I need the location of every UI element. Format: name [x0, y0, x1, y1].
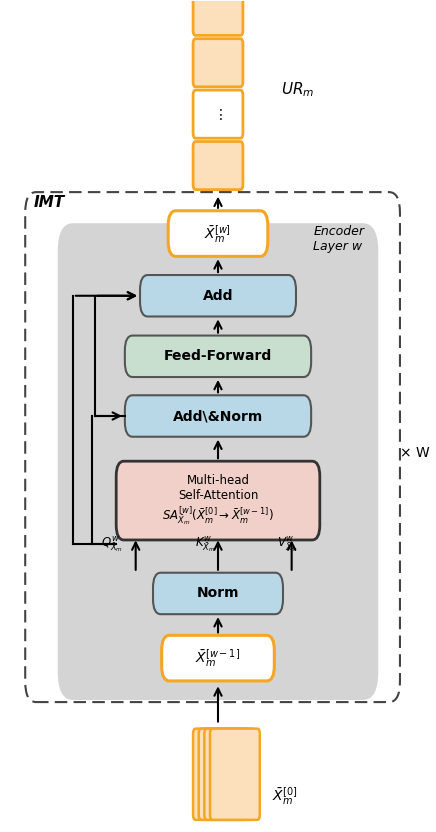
- FancyBboxPatch shape: [153, 572, 283, 614]
- FancyBboxPatch shape: [116, 461, 320, 540]
- Text: $UR_m$: $UR_m$: [281, 81, 314, 100]
- FancyBboxPatch shape: [125, 395, 311, 437]
- Text: Add\&Norm: Add\&Norm: [173, 409, 263, 423]
- FancyBboxPatch shape: [162, 636, 274, 681]
- Text: $\vdots$: $\vdots$: [213, 106, 223, 121]
- FancyBboxPatch shape: [168, 210, 268, 256]
- Text: $Q_{\bar{X}_m}^{w}$: $Q_{\bar{X}_m}^{w}$: [101, 534, 123, 555]
- FancyBboxPatch shape: [140, 275, 296, 316]
- FancyBboxPatch shape: [58, 223, 378, 700]
- FancyBboxPatch shape: [210, 729, 260, 820]
- FancyBboxPatch shape: [193, 141, 243, 190]
- FancyBboxPatch shape: [204, 729, 254, 820]
- FancyBboxPatch shape: [193, 729, 243, 820]
- FancyBboxPatch shape: [125, 335, 311, 377]
- Text: $\bar{X}_m^{[0]}$: $\bar{X}_m^{[0]}$: [272, 785, 297, 807]
- Text: × W: × W: [400, 446, 430, 460]
- FancyBboxPatch shape: [199, 729, 249, 820]
- Text: $\bar{X}_m^{[w-1]}$: $\bar{X}_m^{[w-1]}$: [195, 647, 241, 669]
- Text: Multi-head
Self-Attention
$SA_{\bar{X}_m}^{[w]}(\bar{X}_m^{[0]}\rightarrow\bar{X: Multi-head Self-Attention $SA_{\bar{X}_m…: [162, 473, 274, 527]
- FancyBboxPatch shape: [193, 0, 243, 36]
- Text: $V_{\bar{X}_m}^{w}$: $V_{\bar{X}_m}^{w}$: [277, 534, 298, 555]
- Text: Norm: Norm: [197, 587, 239, 601]
- Text: $K_{\bar{X}_m}^{w}$: $K_{\bar{X}_m}^{w}$: [195, 534, 215, 555]
- Text: IMT: IMT: [34, 196, 65, 210]
- Text: Feed-Forward: Feed-Forward: [164, 349, 272, 364]
- Text: $\bar{X}_m^{[w]}$: $\bar{X}_m^{[w]}$: [204, 223, 232, 245]
- FancyBboxPatch shape: [193, 39, 243, 87]
- Text: Add: Add: [203, 289, 233, 303]
- FancyBboxPatch shape: [193, 90, 243, 138]
- Text: Encoder
Layer w: Encoder Layer w: [313, 225, 364, 253]
